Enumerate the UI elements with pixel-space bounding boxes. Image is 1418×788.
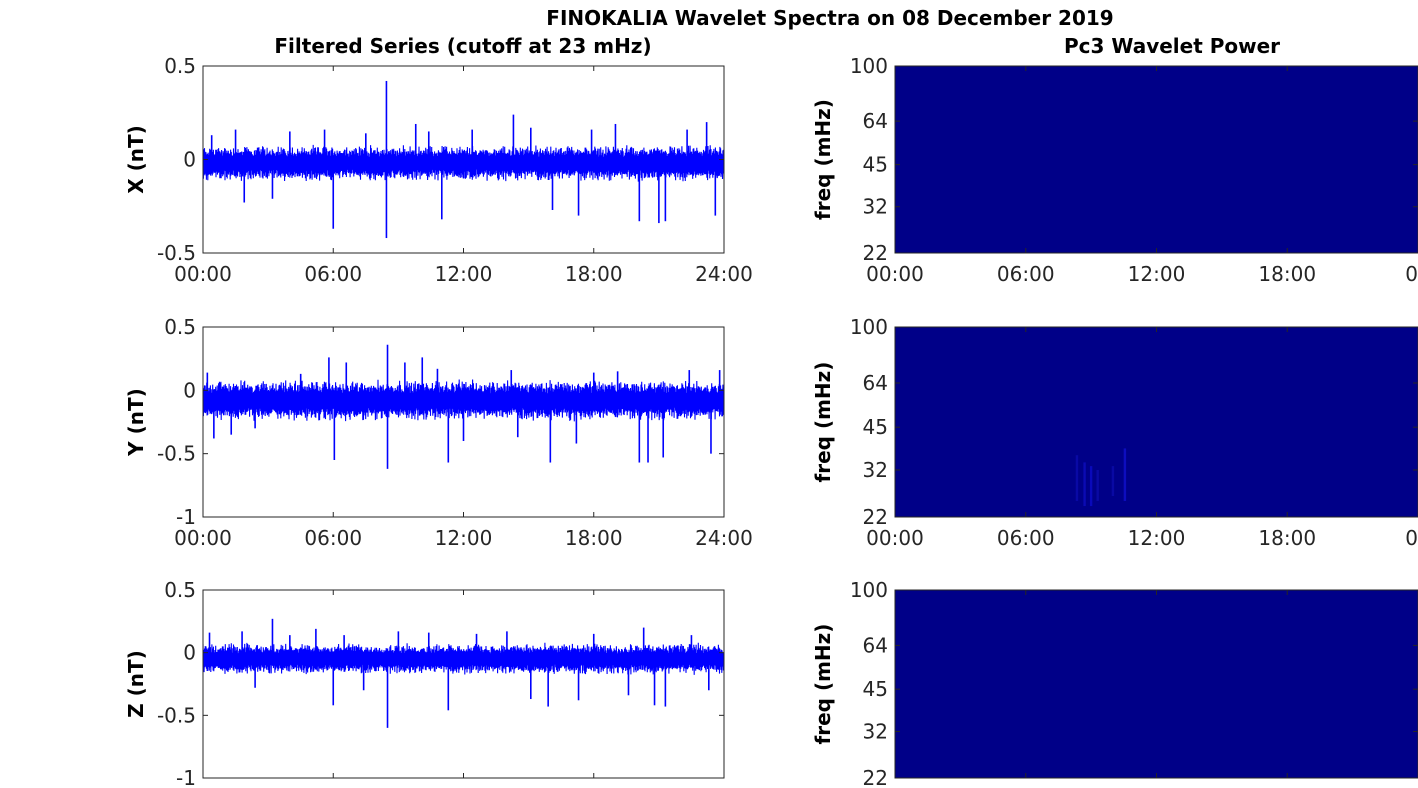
y-power-power-streak <box>1089 466 1093 507</box>
y-series-xtick-label: 12:00 <box>435 526 493 550</box>
y-power-power-field <box>895 327 1418 517</box>
z-power-ytick-label: 32 <box>863 719 888 743</box>
x-power-xtick-label: 06:00 <box>997 262 1055 286</box>
x-series-xtick-label: 00:00 <box>174 262 232 286</box>
z-power-ylabel: freq (mHz) <box>811 624 835 745</box>
z-power-ytick-label: 64 <box>863 633 888 657</box>
right-column-title: Pc3 Wavelet Power <box>1064 34 1280 58</box>
x-power-ytick-label: 45 <box>863 153 888 177</box>
panel-grid: -0.500.500:00 06:00 12:00 18:00 24:00X (nT)-… <box>124 54 1418 788</box>
y-power-xtick-label: 00:00 <box>866 526 924 550</box>
y-power-xtick-label: 12:00 <box>1128 526 1186 550</box>
y-power-power-streak <box>1123 448 1127 501</box>
y-power-power-streak <box>1083 462 1086 507</box>
y-power-panel: 22 32 45 64 100 00:00 06:00 12:00 18:00 00 freq (m… <box>811 315 1418 550</box>
y-series-ytick-label: -0.5 <box>157 442 196 466</box>
x-series-ytick-label: 0 <box>183 148 196 172</box>
y-power-power-streak <box>1096 469 1099 501</box>
y-power-ytick-label: 45 <box>863 415 888 439</box>
z-power-ytick-label: 100 <box>850 578 888 602</box>
y-series-ylabel: Y (nT) <box>124 388 148 457</box>
x-power-xtick-label: 12:00 <box>1128 262 1186 286</box>
z-series-ylabel: Z (nT) <box>124 650 148 718</box>
y-power-power-streak <box>1075 455 1079 501</box>
x-series-xtick-label: 18:00 <box>565 262 623 286</box>
y-series-xtick-label: 24:00 <box>695 526 753 550</box>
z-series-signal-line <box>203 642 724 675</box>
y-power-ytick-label: 64 <box>863 371 888 395</box>
z-power-ytick-label: 45 <box>863 677 888 701</box>
y-power-ytick-label: 100 <box>850 315 888 339</box>
z-series-ytick-label: 0 <box>183 641 196 665</box>
z-series-ytick-label: 0.5 <box>164 578 196 602</box>
y-power-ytick-label: 22 <box>863 505 888 529</box>
z-series-ytick-label: -0.5 <box>157 703 196 727</box>
x-series-panel: -0.5 0 0.5 00:00 06:00 12:00 18:00 24:00 X (nT) <box>124 54 753 286</box>
y-series-signal-line <box>203 379 724 422</box>
z-series-panel: -1 -0.5 0 0.5 Z (nT) <box>124 578 725 788</box>
z-series-ytick-label: -1 <box>176 766 196 788</box>
x-power-panel: 22 32 45 64 100 00:00 06:00 12:00 18:00 00 freq (m… <box>811 54 1418 286</box>
x-series-signal-line <box>203 144 724 182</box>
x-power-ytick-label: 32 <box>863 195 888 219</box>
y-series-ytick-label: -1 <box>176 505 196 529</box>
x-power-xtick-label: 18:00 <box>1258 262 1316 286</box>
figure-suptitle: FINOKALIA Wavelet Spectra on 08 December… <box>546 6 1113 30</box>
y-series-xtick-label: 00:00 <box>174 526 232 550</box>
y-power-xtick-label: 18:00 <box>1258 526 1316 550</box>
y-power-ytick-label: 32 <box>863 458 888 482</box>
x-series-xtick-label: 12:00 <box>435 262 493 286</box>
y-series-ytick-label: 0.5 <box>164 315 196 339</box>
x-series-ytick-label: -0.5 <box>157 241 196 265</box>
y-series-xtick-label: 18:00 <box>565 526 623 550</box>
y-power-ylabel: freq (mHz) <box>811 362 835 483</box>
z-power-ytick-label: 22 <box>863 766 888 788</box>
left-column-title: Filtered Series (cutoff at 23 mHz) <box>274 34 651 58</box>
y-series-ytick-label: 0 <box>183 378 196 402</box>
x-series-ytick-label: 0.5 <box>164 54 196 78</box>
y-power-power-streak <box>1111 466 1115 497</box>
x-power-xtick-label: 00:00 <box>866 262 924 286</box>
z-series-axes-frame <box>202 589 725 779</box>
y-power-xtick-label: 00 <box>1405 526 1418 550</box>
x-series-xtick-label: 06:00 <box>304 262 362 286</box>
x-power-ytick-label: 100 <box>850 54 888 78</box>
x-power-ytick-label: 64 <box>863 109 888 133</box>
x-power-power-field <box>895 66 1418 253</box>
z-power-panel: 22 32 45 64 100 freq (mHz) <box>811 578 1418 788</box>
x-power-xtick-label: 00 <box>1405 262 1418 286</box>
y-series-xtick-label: 06:00 <box>304 526 362 550</box>
x-power-ytick-label: 22 <box>863 241 888 265</box>
x-power-ylabel: freq (mHz) <box>811 99 835 220</box>
x-series-xtick-label: 24:00 <box>695 262 753 286</box>
y-series-panel: -1 -0.5 0 0.5 00:00 06:00 12:00 18:00 24:00 Y (nT… <box>124 315 753 550</box>
z-power-power-field <box>895 590 1418 778</box>
y-power-xtick-label: 06:00 <box>997 526 1055 550</box>
x-series-ylabel: X (nT) <box>124 125 148 194</box>
